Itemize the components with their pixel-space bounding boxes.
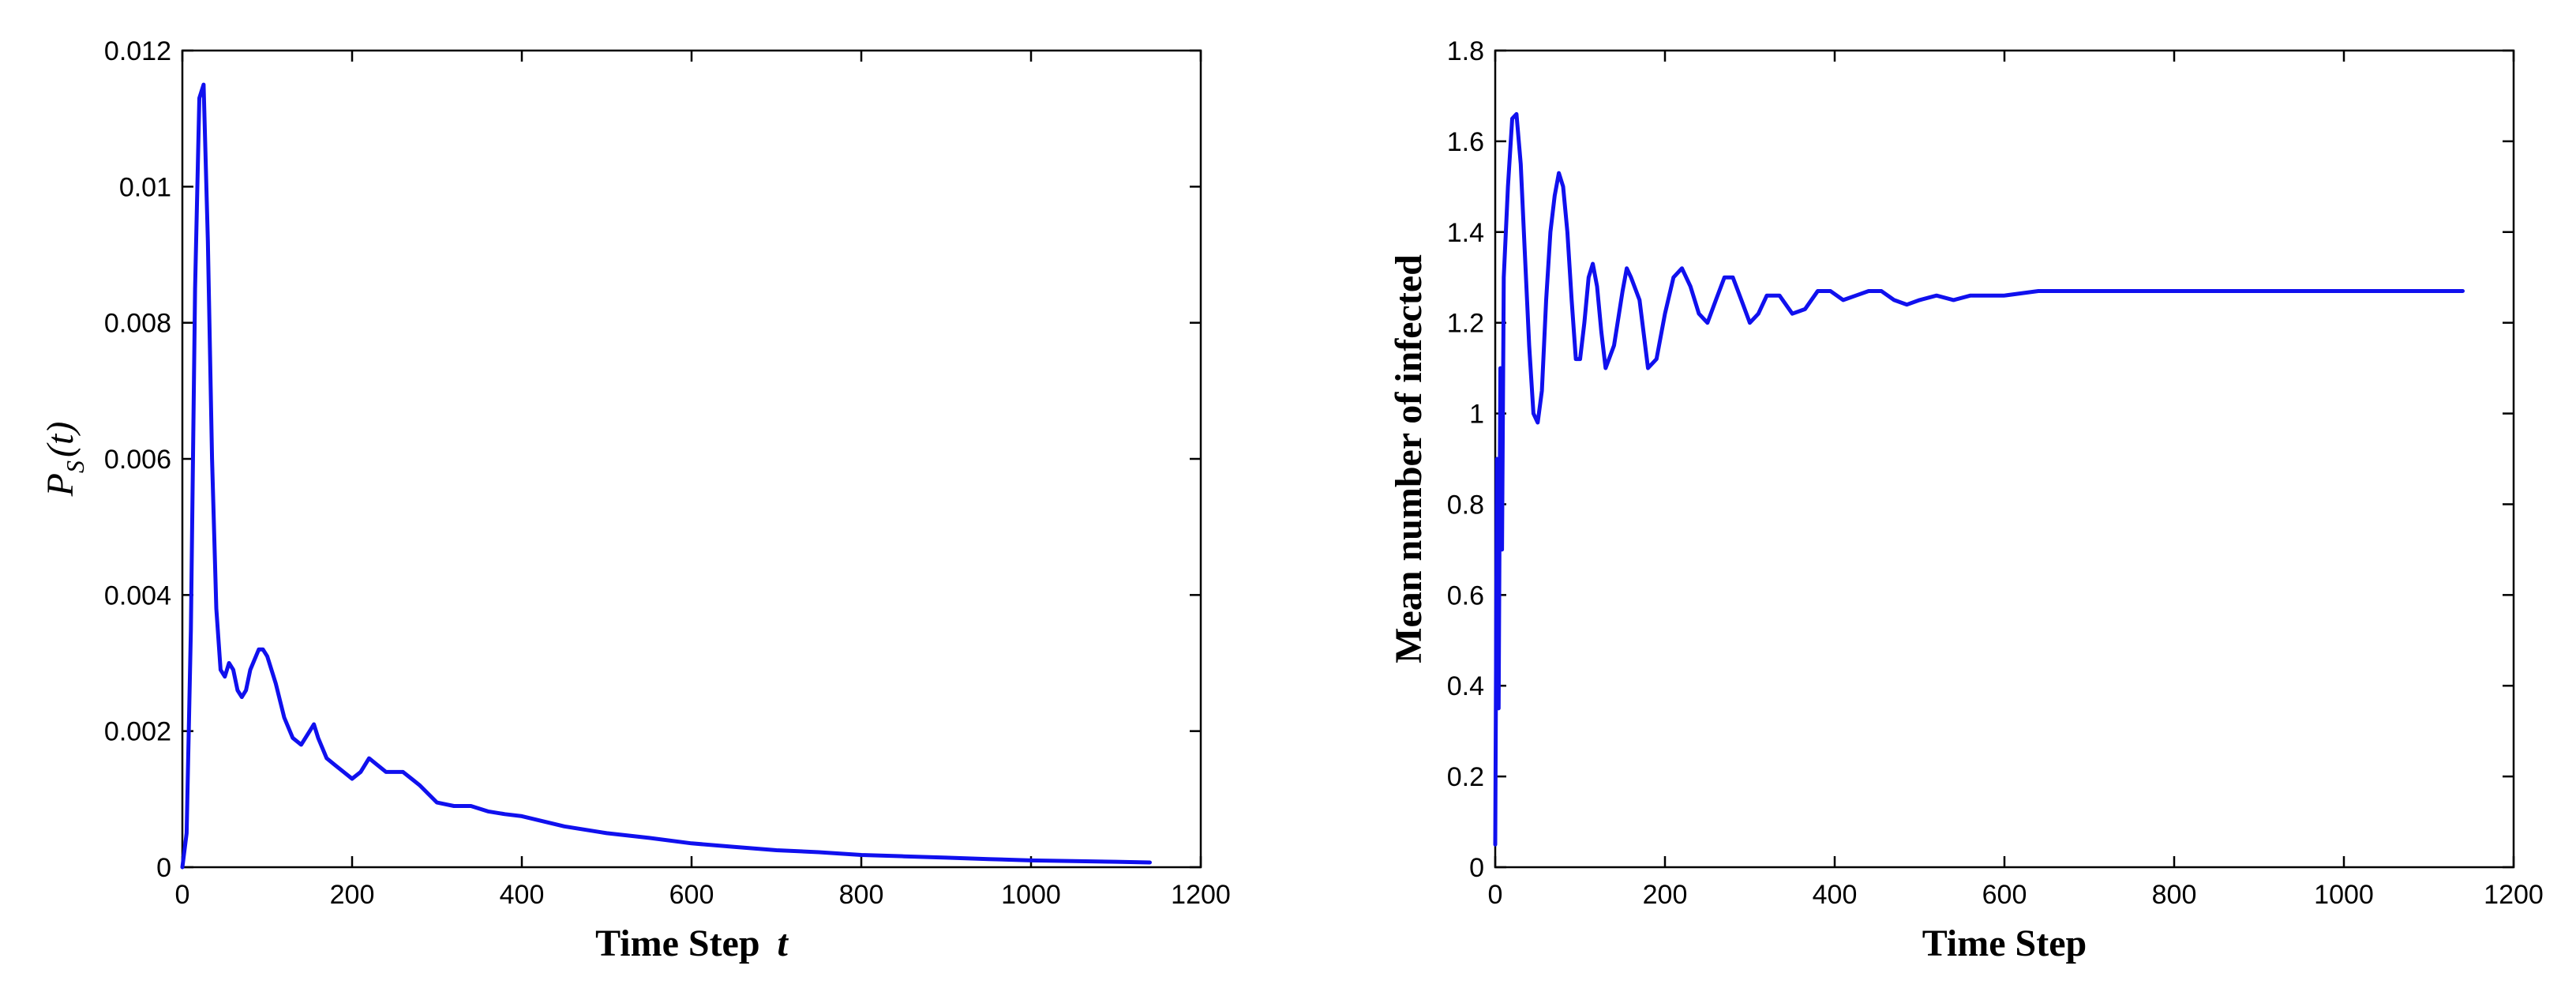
right-x-tick-label: 800 [2152,880,2197,910]
left-y-tick-label: 0.002 [104,717,171,747]
right-chart: 0 0.2 0.4 0.6 0.8 1 1.2 1.4 1.6 1.8 0 200 400 600 800… [1388,36,2544,964]
right-x-axis-label: Time Step [1922,922,2087,964]
left-plot-frame [181,49,1202,869]
right-y-axis-label: Mean number of infected [1388,254,1430,663]
right-y-tick-label: 1.4 [1447,218,1484,248]
left-y-tick-label: 0.008 [104,309,171,339]
right-y-tick-label: 0.4 [1447,671,1484,701]
left-chart: 0 0.002 0.004 0.006 0.008 0.01 0.012 0 200 400 60… [39,36,1231,964]
right-y-tick-label: 0.2 [1447,762,1484,792]
left-y-tick-label: 0 [156,853,171,883]
left-x-tick-label: 400 [500,880,545,910]
left-y-tick-label: 0.004 [104,581,171,611]
left-y-axis-label: PS(t) [39,422,89,498]
right-y-tick-label: 0.6 [1447,581,1484,611]
left-x-tick-label: 0 [175,880,190,910]
right-y-tick-label: 1 [1469,400,1484,430]
left-y-tick-label: 0.01 [119,172,171,202]
right-y-tick-label: 1.8 [1447,36,1484,66]
right-x-tick-label: 1000 [2314,880,2374,910]
left-x-axis-symbol: t [778,922,789,964]
right-x-tick-label: 600 [1982,880,2027,910]
left-x-tick-label: 600 [669,880,714,910]
left-x-axis-label: Time Step t [595,922,789,964]
left-y-tick-label: 0.006 [104,445,171,475]
left-y-tick-label: 0.012 [104,36,171,66]
right-y-tick-label: 1.2 [1447,309,1484,339]
right-plot-frame [1494,49,2515,869]
right-x-tick-label: 1200 [2484,880,2544,910]
right-y-tick-label: 0 [1469,853,1484,883]
left-x-tick-label: 1200 [1171,880,1231,910]
left-x-tick-label: 200 [330,880,375,910]
right-x-tick-label: 200 [1643,880,1688,910]
left-x-tick-label: 1000 [1001,880,1061,910]
right-x-tick-label: 400 [1813,880,1858,910]
right-y-tick-label: 0.8 [1447,490,1484,520]
right-y-tick-label: 1.6 [1447,127,1484,157]
left-x-tick-label: 800 [839,880,884,910]
left-series-line [180,82,1152,870]
right-series-line [1493,111,2465,847]
right-x-tick-label: 0 [1488,880,1503,910]
